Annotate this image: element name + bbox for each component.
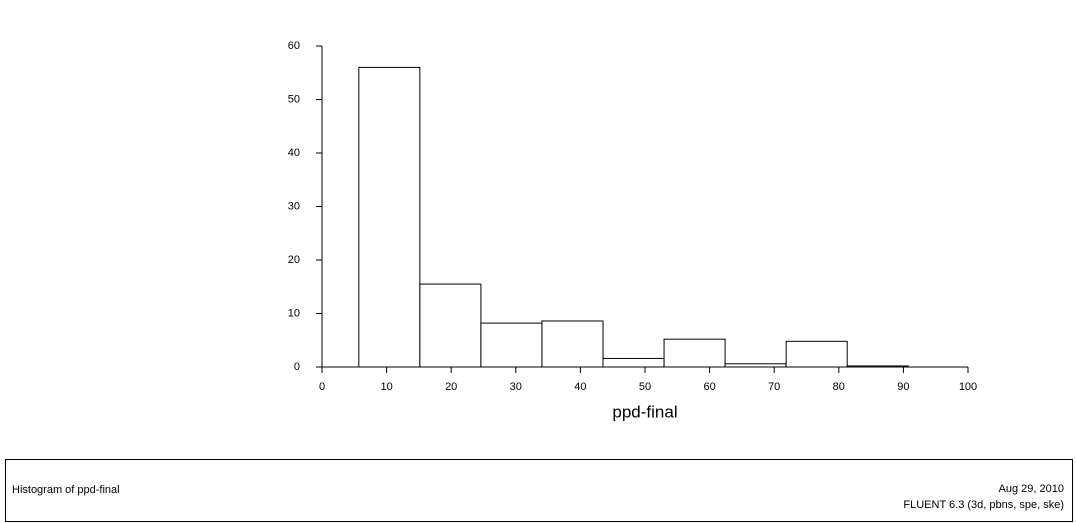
x-tick-label: 100 bbox=[959, 381, 977, 393]
x-tick-label: 30 bbox=[510, 381, 522, 393]
y-tick-label: 10 bbox=[288, 307, 300, 319]
bar bbox=[785, 340, 848, 368]
x-tick-label: 0 bbox=[319, 381, 325, 393]
footer-title: Histogram of ppd-final bbox=[12, 484, 120, 496]
y-tick-label: 20 bbox=[288, 254, 300, 266]
y-tick-label: 30 bbox=[288, 200, 300, 212]
y-tick-label: 50 bbox=[288, 93, 300, 105]
footer-date: Aug 29, 2010 bbox=[999, 483, 1064, 495]
y-tick-label: 0 bbox=[294, 361, 300, 373]
x-tick-label: 90 bbox=[897, 381, 909, 393]
x-axis-label: ppd-final bbox=[612, 402, 677, 421]
bar bbox=[663, 338, 726, 368]
bar bbox=[541, 320, 604, 368]
y-tick-label: 40 bbox=[288, 147, 300, 159]
footer-box bbox=[5, 459, 1073, 522]
bar bbox=[602, 357, 665, 368]
y-tick-label: 60 bbox=[288, 40, 300, 52]
x-tick-label: 70 bbox=[768, 381, 780, 393]
x-tick-label: 40 bbox=[574, 381, 586, 393]
x-tick-label: 60 bbox=[703, 381, 715, 393]
footer-version: FLUENT 6.3 (3d, pbns, spe, ske) bbox=[903, 499, 1064, 511]
x-tick-label: 50 bbox=[639, 381, 651, 393]
bar bbox=[419, 283, 482, 368]
x-tick-label: 10 bbox=[380, 381, 392, 393]
x-tick-label: 20 bbox=[445, 381, 457, 393]
bar bbox=[358, 66, 421, 368]
bar bbox=[480, 322, 543, 368]
x-tick-label: 80 bbox=[833, 381, 845, 393]
